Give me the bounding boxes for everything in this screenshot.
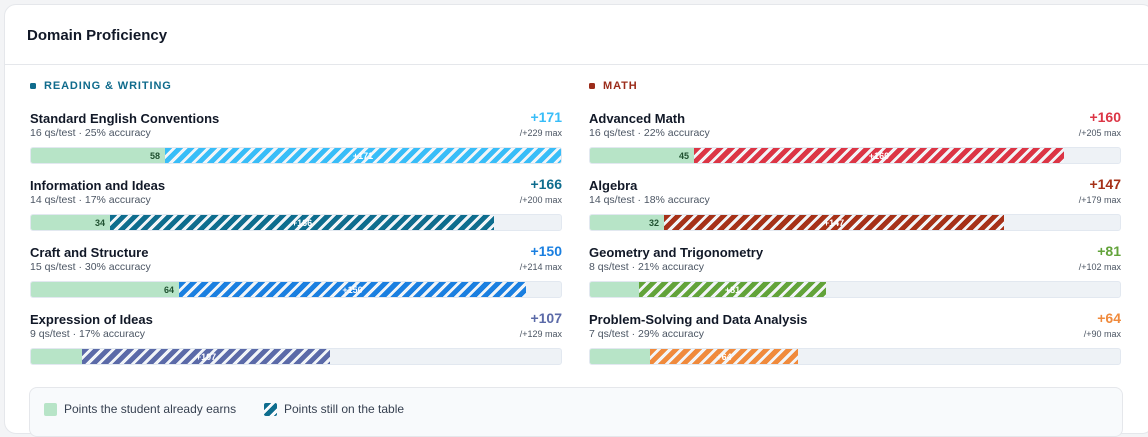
bar-table-segment: +166 [110,215,494,230]
section-dot-icon [30,83,36,89]
domain-gain: +171 [530,109,562,125]
proficiency-bar: +64 [589,348,1121,365]
domain-name: Algebra [589,178,638,193]
domain-name: Standard English Conventions [30,111,220,126]
domain-gain: +160 [1089,109,1121,125]
domain-meta: 15 qs/test · 30% accuracy [30,261,151,273]
legend-table-swatch [264,402,277,416]
bar-table-segment: +64 [650,349,798,364]
bar-earned-segment [590,349,650,364]
proficiency-bar: 64 +150 [30,281,562,298]
domain-max: /+129 max [519,329,562,339]
bar-table-segment: +147 [664,215,1004,230]
bar-table-segment: +107 [82,349,330,364]
domain-name: Expression of Ideas [30,312,153,327]
legend: Points the student already earns Points … [29,387,1123,437]
card-title: Domain Proficiency [27,27,168,44]
domain-meta: 14 qs/test · 18% accuracy [589,194,710,206]
section-label: MATH [603,80,638,92]
domain-max: /+102 max [1078,262,1121,272]
domain-meta: 16 qs/test · 22% accuracy [589,127,710,139]
section-label: READING & WRITING [44,80,172,92]
domain-max: /+179 max [1078,195,1121,205]
domain-max: /+214 max [519,262,562,272]
bar-earned-segment: 34 [31,215,110,230]
domain-max: /+200 max [519,195,562,205]
card-header: Domain Proficiency [5,5,1148,65]
domain-proficiency-card: Domain Proficiency READING & WRITING Sta… [4,4,1148,437]
bar-table-segment: +160 [694,148,1064,163]
bar-earned-segment: 58 [31,148,165,163]
domain-name: Craft and Structure [30,245,149,260]
bar-table-segment: +81 [639,282,826,297]
domain-meta: 9 qs/test · 17% accuracy [30,328,145,340]
domain-row: Craft and Structure 15 qs/test · 30% acc… [30,243,562,301]
proficiency-bar: +107 [30,348,562,365]
domain-name: Problem-Solving and Data Analysis [589,312,808,327]
proficiency-bar: 34 +166 [30,214,562,231]
domain-name: Geometry and Trigonometry [589,245,764,260]
bar-earned-segment: 32 [590,215,664,230]
domain-name: Information and Ideas [30,178,166,193]
domain-gain: +147 [1089,176,1121,192]
legend-item-table: Points still on the table [264,402,404,416]
domain-row: Geometry and Trigonometry 8 qs/test · 21… [589,243,1121,301]
domain-gain: +64 [1097,310,1121,326]
domain-gain: +107 [530,310,562,326]
domain-name: Advanced Math [589,111,686,126]
domain-gain: +166 [530,176,562,192]
domain-row: Expression of Ideas 9 qs/test · 17% accu… [30,310,562,368]
legend-item-earned: Points the student already earns [44,402,236,416]
domain-max: /+229 max [519,128,562,138]
section-header: READING & WRITING [30,77,562,95]
section-header: MATH [589,77,1121,95]
domain-max: /+90 max [1083,329,1121,339]
bar-earned-segment: 64 [31,282,179,297]
bar-table-segment: +150 [179,282,526,297]
legend-earned-label: Points the student already earns [64,402,237,416]
bar-table-segment: +171 [165,148,561,163]
proficiency-bar: 45 +160 [589,147,1121,164]
bar-earned-segment [31,349,82,364]
bar-earned-segment: 45 [590,148,694,163]
reading-writing-column: READING & WRITING Standard English Conve… [30,77,562,365]
domain-row: Standard English Conventions 16 qs/test … [30,109,562,167]
domain-row: Algebra 14 qs/test · 18% accuracy +147 /… [589,176,1121,234]
section-dot-icon [589,83,595,89]
proficiency-bar: 58 +171 [30,147,562,164]
domain-row: Problem-Solving and Data Analysis 7 qs/t… [589,310,1121,368]
domain-gain: +81 [1097,243,1121,259]
domain-meta: 14 qs/test · 17% accuracy [30,194,151,206]
domain-gain: +150 [530,243,562,259]
proficiency-bar: 32 +147 [589,214,1121,231]
proficiency-bar: +81 [589,281,1121,298]
math-column: MATH Advanced Math 16 qs/test · 22% accu… [589,77,1121,365]
domain-meta: 8 qs/test · 21% accuracy [589,261,704,273]
legend-table-label: Points still on the table [284,402,405,416]
domain-row: Advanced Math 16 qs/test · 22% accuracy … [589,109,1121,167]
domain-meta: 7 qs/test · 29% accuracy [589,328,704,340]
bar-earned-segment [590,282,639,297]
legend-earned-swatch [44,402,57,416]
domain-row: Information and Ideas 14 qs/test · 17% a… [30,176,562,234]
domain-meta: 16 qs/test · 25% accuracy [30,127,151,139]
domain-max: /+205 max [1078,128,1121,138]
